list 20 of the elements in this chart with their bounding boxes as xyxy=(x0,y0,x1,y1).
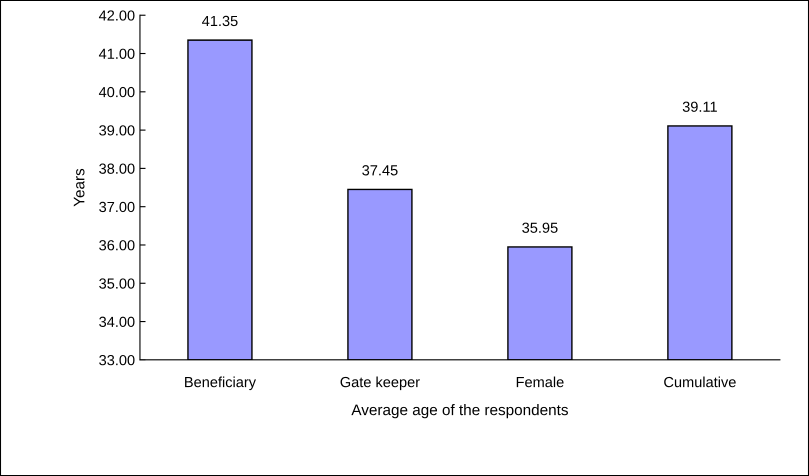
y-tick-label: 35.00 xyxy=(99,278,135,289)
data-label: 37.45 xyxy=(362,165,398,176)
x-tick-label: Cumulative xyxy=(664,376,736,388)
y-tick-label: 36.00 xyxy=(99,240,135,250)
y-tick-label: 40.00 xyxy=(98,86,135,98)
y-tick-label: 42.00 xyxy=(98,10,135,21)
x-tick-label: Female xyxy=(516,376,564,388)
x-tick-label: Gate keeper xyxy=(340,376,420,390)
data-label: 39.11 xyxy=(682,102,717,112)
data-label: 41.35 xyxy=(202,16,238,26)
y-tick-label: 39.00 xyxy=(99,125,135,136)
y-tick-label: 41.00 xyxy=(98,48,135,59)
x-axis-title: Average age of the respondents xyxy=(351,404,568,418)
y-tick-label: 34.00 xyxy=(99,316,135,327)
x-tick-label: Beneficiary xyxy=(185,376,256,390)
y-tick-label: 37.00 xyxy=(99,202,135,212)
y-tick-label: 38.00 xyxy=(99,164,135,174)
y-tick-label: 33.00 xyxy=(99,354,135,366)
data-label: 35.95 xyxy=(522,222,558,233)
y-axis-title: Years xyxy=(74,168,84,206)
